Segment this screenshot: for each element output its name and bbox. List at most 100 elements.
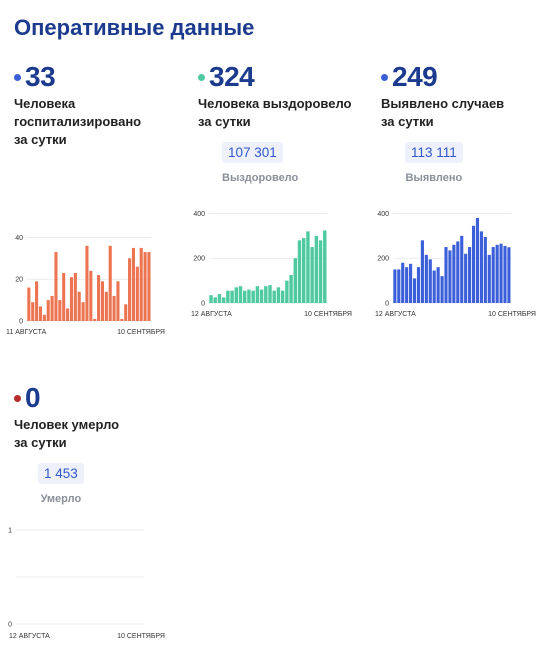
deaths-total-label: Умерло bbox=[40, 493, 82, 505]
bar bbox=[444, 247, 448, 303]
deaths-count: 0 bbox=[25, 382, 41, 413]
bar bbox=[226, 290, 230, 303]
bullet-dot bbox=[381, 73, 388, 81]
bar bbox=[100, 281, 104, 321]
bar bbox=[243, 290, 247, 303]
bar bbox=[255, 286, 260, 303]
y-tick-label: 1 bbox=[8, 528, 12, 535]
bar bbox=[120, 318, 124, 321]
bar bbox=[456, 241, 460, 303]
x-end-label: 10 СЕНТЯБРЯ bbox=[304, 311, 352, 318]
hospitalized-chart: 0 20 40 11 АВГУСТА 10 СЕНТЯБРЯ bbox=[6, 235, 165, 336]
bar bbox=[302, 238, 306, 303]
bar bbox=[285, 280, 289, 303]
bar bbox=[475, 217, 480, 303]
bar bbox=[424, 254, 428, 303]
bar bbox=[428, 259, 432, 303]
bar bbox=[97, 275, 101, 321]
bullet-dot bbox=[14, 73, 21, 81]
bar bbox=[405, 267, 409, 303]
recovered-description: Человека выздоровело за сутки bbox=[198, 96, 352, 129]
bar bbox=[264, 286, 268, 303]
bar bbox=[393, 269, 397, 303]
bar bbox=[259, 289, 264, 303]
bar bbox=[416, 267, 421, 303]
y-tick-label: 0 bbox=[19, 319, 23, 326]
bar bbox=[38, 306, 42, 321]
bar bbox=[81, 302, 85, 321]
bar bbox=[297, 240, 302, 303]
bar bbox=[69, 277, 73, 321]
bar bbox=[209, 295, 213, 303]
page-title: Оперативные данные bbox=[14, 15, 255, 40]
x-end-label: 10 СЕНТЯБРЯ bbox=[488, 311, 536, 318]
x-start-label: 12 АВГУСТА bbox=[9, 633, 50, 640]
detected-total-label: Выявлено bbox=[405, 172, 463, 184]
bar bbox=[323, 230, 327, 303]
y-tick-label: 40 bbox=[15, 235, 23, 242]
bar bbox=[89, 270, 93, 321]
bar bbox=[412, 278, 417, 303]
bar bbox=[143, 252, 147, 321]
recovered-total-block: 107 301 Выздоровело bbox=[222, 142, 298, 184]
bar bbox=[50, 295, 54, 321]
bar bbox=[448, 250, 452, 303]
bar bbox=[306, 231, 310, 303]
bar bbox=[460, 235, 464, 303]
stat-recovered: 324 Человека выздоровело за сутки bbox=[198, 61, 352, 131]
bar bbox=[397, 269, 401, 303]
y-tick-label: 20 bbox=[15, 277, 23, 284]
bar bbox=[471, 225, 476, 303]
deaths-total-block: 1 453 Умерло bbox=[38, 463, 84, 505]
stat-deaths: 0 Человек умерло за сутки bbox=[14, 382, 120, 452]
bar bbox=[479, 231, 483, 303]
bar bbox=[93, 318, 97, 321]
stat-hospitalized: 33 Человека госпитализировано за сутки bbox=[14, 61, 141, 149]
bar bbox=[251, 290, 255, 303]
recovered-count: 324 bbox=[209, 61, 255, 92]
bar bbox=[213, 297, 217, 303]
bar bbox=[221, 297, 226, 303]
bar bbox=[31, 302, 35, 321]
bar bbox=[135, 266, 139, 321]
x-start-label: 11 АВГУСТА bbox=[6, 329, 47, 336]
bar bbox=[293, 258, 297, 303]
bar bbox=[507, 247, 511, 303]
bar bbox=[46, 300, 50, 321]
detected-total: 113 111 bbox=[405, 142, 463, 163]
bar bbox=[401, 262, 405, 303]
bar bbox=[247, 289, 251, 303]
deaths-total: 1 453 bbox=[38, 463, 84, 484]
detected-chart: 0 200 400 12 АВГУСТА 10 СЕНТЯБРЯ bbox=[375, 211, 536, 318]
bar bbox=[272, 290, 276, 303]
bar bbox=[464, 253, 468, 303]
bar bbox=[280, 290, 285, 303]
bar bbox=[85, 245, 89, 321]
bar bbox=[314, 235, 319, 303]
x-start-label: 12 АВГУСТА bbox=[191, 311, 232, 318]
x-end-label: 10 СЕНТЯБРЯ bbox=[117, 633, 165, 640]
bar bbox=[58, 300, 62, 321]
bar bbox=[234, 287, 238, 303]
deaths-chart: 0 1 12 АВГУСТА 10 СЕНТЯБРЯ bbox=[8, 528, 165, 641]
y-tick-label: 0 bbox=[385, 301, 389, 308]
detected-count: 249 bbox=[392, 61, 438, 92]
bar bbox=[27, 287, 31, 321]
deaths-description: Человек умерло за сутки bbox=[14, 417, 120, 450]
bar bbox=[440, 276, 444, 303]
stat-detected: 249 Выявлено случаев за сутки bbox=[381, 61, 504, 131]
bar bbox=[432, 270, 436, 303]
bar bbox=[310, 247, 314, 303]
bullet-dot bbox=[198, 73, 205, 81]
bar bbox=[276, 287, 281, 303]
y-tick-label: 0 bbox=[8, 622, 12, 629]
bar bbox=[62, 272, 66, 321]
bar bbox=[495, 244, 499, 303]
bar bbox=[147, 252, 151, 321]
y-tick-label: 400 bbox=[193, 211, 205, 218]
bar bbox=[217, 294, 222, 303]
y-tick-label: 200 bbox=[193, 256, 205, 263]
bar bbox=[409, 263, 413, 303]
recovered-total: 107 301 bbox=[222, 142, 283, 163]
bullet-dot bbox=[14, 394, 21, 402]
